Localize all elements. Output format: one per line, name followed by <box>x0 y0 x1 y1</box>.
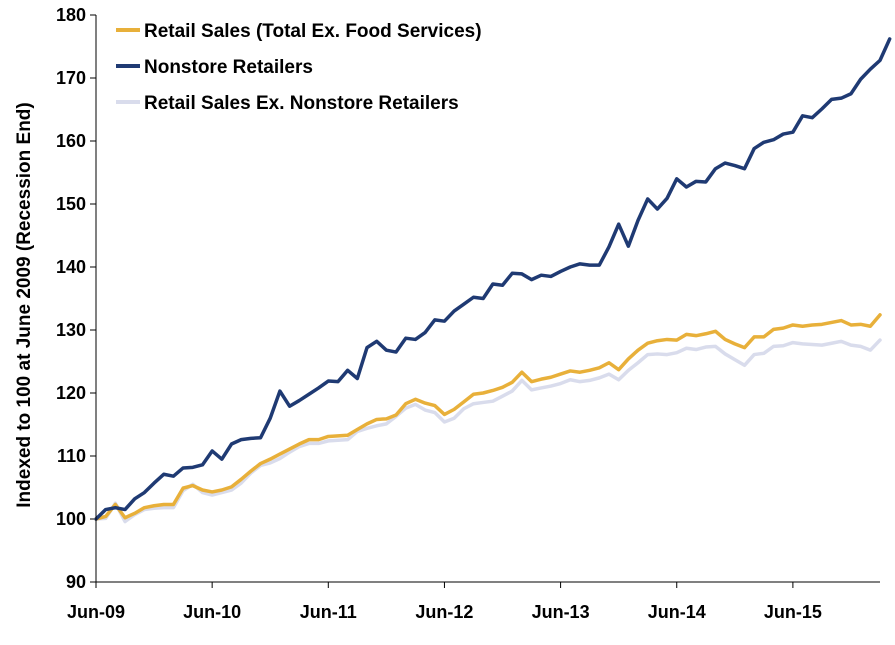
legend-label: Retail Sales Ex. Nonstore Retailers <box>144 93 459 114</box>
series-line-retail-sales-total-ex-food-services <box>94 313 882 521</box>
y-tick-label: 140 <box>56 257 86 277</box>
legend: Retail Sales (Total Ex. Food Services) No… <box>116 21 482 114</box>
y-tick-label: 160 <box>56 131 86 151</box>
series-line-nonstore-retailers <box>94 37 892 521</box>
x-axis-ticks: Jun-09 Jun-10 Jun-11 Jun-12 Jun-13 Jun-14 Jun-… <box>67 582 822 622</box>
x-tick-label: Jun-14 <box>648 602 706 622</box>
y-tick-label: 90 <box>66 572 86 592</box>
x-tick-label: Jun-12 <box>415 602 473 622</box>
series-line-retail-sales-ex-nonstore-retailers <box>94 338 882 524</box>
y-tick-label: 150 <box>56 194 86 214</box>
y-tick-label: 120 <box>56 383 86 403</box>
y-tick-label: 110 <box>57 446 86 466</box>
x-tick-label: Jun-15 <box>764 602 822 622</box>
y-tick-label: 100 <box>56 509 86 529</box>
y-tick-label: 180 <box>56 5 86 25</box>
x-tick-label: Jun-10 <box>183 602 241 622</box>
y-axis-title: Indexed to 100 at June 2009 (Recession E… <box>14 102 35 507</box>
y-tick-label: 130 <box>56 320 86 340</box>
y-axis-title-group: Indexed to 100 at June 2009 (Recession E… <box>14 102 35 507</box>
x-tick-label: Jun-13 <box>532 602 590 622</box>
x-tick-label: Jun-11 <box>300 602 357 622</box>
x-tick-label: Jun-09 <box>67 602 125 622</box>
legend-label: Nonstore Retailers <box>144 57 313 78</box>
y-axis-ticks: 90 100 110 120 130 140 150 160 170 180 <box>56 5 96 592</box>
legend-label: Retail Sales (Total Ex. Food Services) <box>144 21 482 42</box>
y-tick-label: 170 <box>56 68 86 88</box>
series-layer <box>94 37 892 524</box>
